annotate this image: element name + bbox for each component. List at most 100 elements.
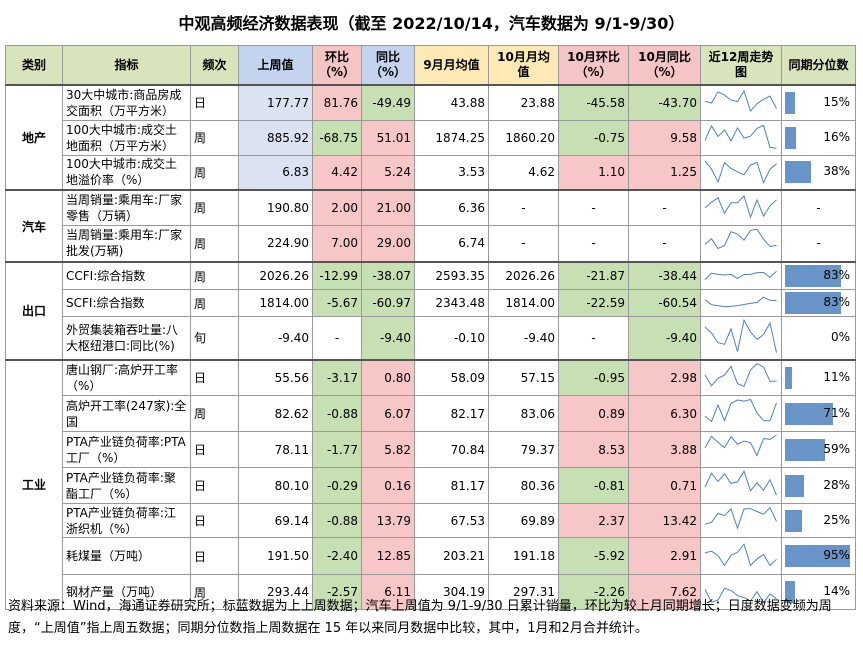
column-header: 类别	[5, 45, 63, 86]
percentile-label: 14%	[823, 584, 850, 598]
sparkline	[704, 318, 777, 353]
value-cell: 8.53	[558, 431, 629, 468]
sparkline-cell	[700, 431, 782, 468]
indicator-cell: 当周销量:乘用车:厂家零售（万辆）	[62, 189, 191, 226]
value-cell: 12.85	[361, 537, 415, 575]
percentile-wrap: 15%	[785, 90, 852, 116]
percentile-bar	[785, 438, 826, 461]
table-row: 耗煤量（万吨）日 191.50 -2.40 12.85 203.21 191.18 -5.9…	[6, 537, 856, 575]
percentile-wrap: 71%	[785, 401, 852, 427]
column-header: 频次	[190, 45, 239, 86]
percentile-bar	[785, 545, 850, 567]
table-row: 汽车 当周销量:乘用车:厂家零售（万辆）周 190.80 2.00 21.00 6.36-…	[5, 189, 856, 263]
percentile-wrap: 95%	[785, 543, 852, 569]
sparkline-path	[704, 296, 777, 307]
percentile-bar	[785, 126, 796, 149]
sparkline-cell	[700, 224, 782, 263]
percentile-cell: 16%	[781, 119, 856, 156]
percentile-label: 11%	[823, 369, 850, 384]
frequency-cell: 周	[190, 261, 239, 290]
value-cell: 297.31	[488, 574, 559, 610]
percentile-bar	[785, 292, 842, 314]
percentile-label: 15%	[823, 94, 850, 109]
value-cell: 2.91	[628, 537, 701, 575]
value-cell: 57.15	[488, 358, 559, 396]
sparkline-path	[704, 318, 777, 353]
column-header: 10月环比（%）	[558, 45, 629, 86]
indicator-cell: PTA产业链负荷率:PTA工厂（%）	[62, 431, 191, 468]
value-cell: 2026.26	[238, 261, 313, 290]
value-cell: -1.77	[312, 431, 362, 468]
indicator-cell: 30大中城市:商品房成交面积（万平方米）	[62, 84, 191, 121]
sparkline-path	[704, 89, 777, 112]
value-cell: 885.92	[238, 119, 313, 156]
value-cell: -9.40	[238, 316, 313, 360]
value-cell: 2593.35	[414, 261, 489, 290]
indicator-cell: 钢材产量（万吨）	[62, 574, 191, 610]
percentile-cell: 15%	[781, 84, 856, 121]
sparkline	[704, 160, 777, 185]
frequency-cell: 日	[190, 503, 239, 538]
value-cell: 5.24	[361, 154, 415, 191]
sparkline	[704, 229, 777, 250]
percentile-bar	[785, 265, 842, 287]
value-cell: 3.88	[628, 431, 701, 468]
value-cell: -0.95	[558, 358, 629, 396]
value-cell: 304.19	[414, 574, 489, 610]
sparkline-path	[704, 543, 777, 567]
value-cell: -	[558, 189, 629, 226]
value-cell: -0.29	[312, 467, 362, 504]
frequency-cell: 旬	[190, 316, 239, 360]
percentile-cell: 71%	[781, 395, 856, 432]
value-cell: 4.62	[488, 154, 559, 191]
value-cell: 21.00	[361, 189, 415, 226]
value-cell: 81.76	[312, 84, 362, 121]
value-cell: 2.98	[628, 358, 701, 396]
percentile-cell: 11%	[781, 358, 856, 396]
percentile-cell: 95%	[781, 537, 856, 575]
value-cell: 81.17	[414, 467, 489, 504]
frequency-cell: 日	[190, 358, 239, 396]
value-cell: 69.14	[238, 503, 313, 538]
value-cell: 6.36	[414, 189, 489, 226]
value-cell: 7.00	[312, 224, 362, 263]
value-cell: 0.89	[558, 395, 629, 432]
sparkline-path	[704, 270, 777, 280]
value-cell: 78.11	[238, 431, 313, 468]
value-cell: -9.40	[628, 316, 701, 360]
sparkline-cell	[700, 316, 782, 360]
value-cell: -2.26	[558, 574, 629, 610]
value-cell: 79.37	[488, 431, 559, 468]
table-row: 钢材产量（万吨）周 293.44 -2.57 6.11 304.19 297.31 -2.2…	[6, 574, 856, 610]
value-cell: 203.21	[414, 537, 489, 575]
category-cell: 工业	[5, 358, 63, 610]
sparkline-path	[704, 434, 777, 457]
frequency-cell: 日	[190, 84, 239, 121]
column-header: 近12周走势图	[700, 45, 782, 86]
value-cell: -60.54	[628, 289, 701, 317]
sparkline	[704, 543, 777, 567]
indicator-cell: PTA产业链负荷率:江浙织机（%）	[62, 503, 191, 538]
value-cell: 177.77	[238, 84, 313, 121]
sparkline-path	[704, 194, 777, 219]
sparkline	[704, 270, 777, 280]
value-cell: 6.74	[414, 224, 489, 263]
frequency-cell: 周	[190, 119, 239, 156]
value-cell: -22.59	[558, 289, 629, 317]
table-row: PTA产业链负荷率:聚酯工厂（%）日 80.10 -0.29 0.16 81.17 80.…	[6, 467, 856, 504]
percentile-wrap: 38%	[785, 159, 852, 185]
frequency-cell: 周	[190, 289, 239, 317]
value-cell: -12.99	[312, 261, 362, 290]
value-cell: 70.84	[414, 431, 489, 468]
percentile-wrap: 28%	[785, 473, 852, 499]
value-cell: 29.00	[361, 224, 415, 263]
value-cell: 0.71	[628, 467, 701, 504]
value-cell: -0.81	[558, 467, 629, 504]
percentile-label: 59%	[823, 441, 850, 456]
value-cell: 191.18	[488, 537, 559, 575]
sparkline-cell	[700, 503, 782, 538]
percentile-label: 83%	[823, 268, 850, 282]
table-row: PTA产业链负荷率:江浙织机（%）日 69.14 -0.88 13.79 67.53 69…	[6, 503, 856, 538]
value-cell: 224.90	[238, 224, 313, 263]
